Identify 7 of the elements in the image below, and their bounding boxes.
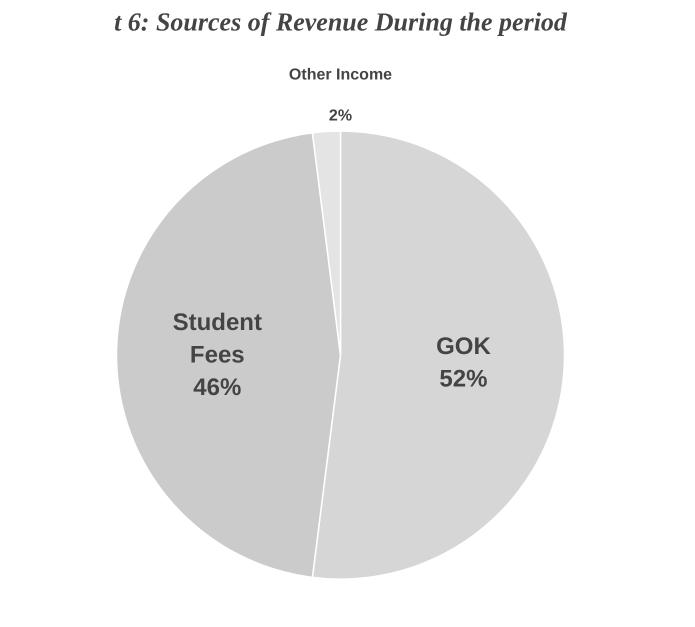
data-label: 46% bbox=[193, 374, 242, 401]
chart-title: t 6: Sources of Revenue During the period bbox=[114, 8, 568, 36]
data-label: 52% bbox=[439, 366, 488, 393]
data-label: 2% bbox=[328, 107, 352, 124]
slice-label: Student Fees bbox=[172, 309, 262, 369]
slice-label: Other Income bbox=[288, 66, 392, 84]
slice-label: GOK bbox=[436, 333, 492, 360]
